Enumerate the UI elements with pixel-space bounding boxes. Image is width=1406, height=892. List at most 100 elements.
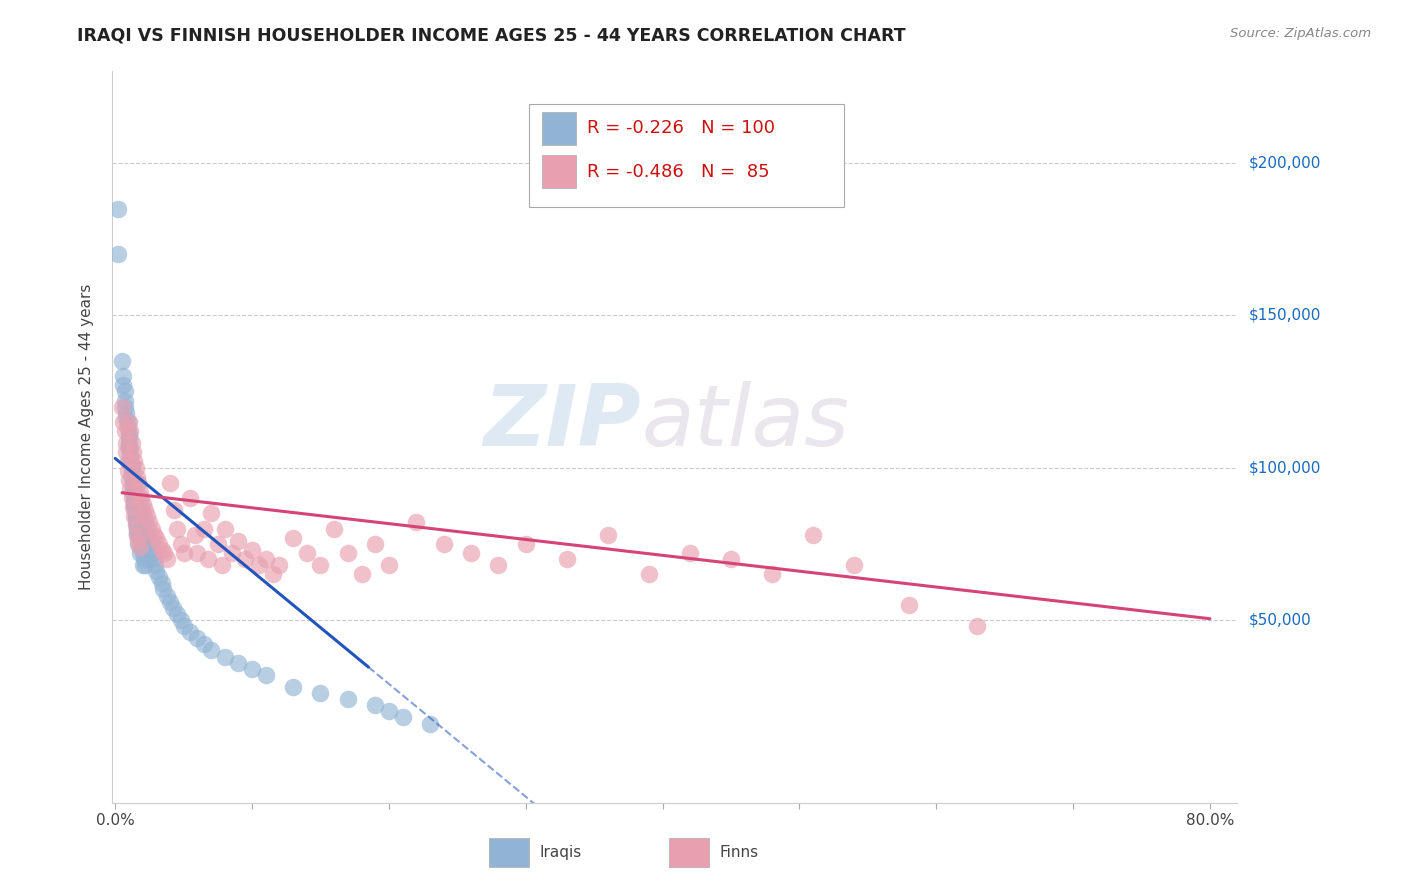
FancyBboxPatch shape [543,112,576,145]
Point [115,412,138,426]
Point [127,527,149,541]
Point [128,491,150,505]
Point [433,537,456,551]
Point [131,506,153,520]
Point [127,497,149,511]
Point [555,552,578,566]
Point [254,552,277,566]
Point [118,473,141,487]
FancyBboxPatch shape [489,838,529,867]
Point [124,497,146,511]
Point [127,475,149,490]
Point [419,716,441,731]
Point [156,589,179,603]
Point [336,546,359,560]
Point [122,473,145,487]
Text: $50,000: $50,000 [1249,613,1312,627]
Point [240,542,263,557]
Point [128,485,150,500]
Point [122,479,145,493]
Point [515,537,537,551]
Point [262,567,284,582]
Text: Source: ZipAtlas.com: Source: ZipAtlas.com [1230,27,1371,40]
Point [214,521,236,535]
Point [295,546,318,560]
Point [309,558,332,573]
Point [148,570,170,584]
Point [117,415,139,429]
Point [121,464,143,478]
Point [761,567,783,582]
Point [170,537,193,551]
Point [127,521,149,535]
Point [120,482,142,496]
Point [138,516,160,530]
Point [173,619,195,633]
Point [122,475,145,490]
Point [153,546,176,560]
Point [122,485,145,500]
Point [122,482,145,496]
Point [142,552,165,566]
Text: Iraqis: Iraqis [540,845,582,860]
Point [173,546,195,560]
Point [128,540,150,554]
Point [125,503,148,517]
Point [336,692,359,706]
Point [114,400,136,414]
Point [141,546,163,560]
Point [134,503,156,517]
Point [120,454,142,468]
Point [118,436,141,450]
Point [141,521,163,535]
Point [145,564,167,578]
Point [145,531,167,545]
FancyBboxPatch shape [529,104,844,207]
Point [122,445,145,459]
Point [121,458,143,472]
Point [121,436,143,450]
Point [159,475,181,490]
Point [240,662,263,676]
Point [179,625,201,640]
Point [124,488,146,502]
Point [118,442,141,457]
Point [162,600,184,615]
Point [124,491,146,505]
Point [127,533,149,548]
Point [118,430,141,444]
Point [132,552,155,566]
Point [211,558,233,573]
Point [129,500,152,515]
Point [132,533,155,548]
Point [247,558,270,573]
Point [118,427,141,442]
Point [127,537,149,551]
Point [134,516,156,530]
Point [115,445,138,459]
Point [125,506,148,520]
Point [228,533,250,548]
Point [124,494,146,508]
Point [115,406,138,420]
Point [127,518,149,533]
Point [128,506,150,520]
Point [131,527,153,541]
Point [200,506,222,520]
Point [136,546,159,560]
Point [121,467,143,481]
Point [131,546,153,560]
Point [233,552,256,566]
Y-axis label: Householder Income Ages 25 - 44 years: Householder Income Ages 25 - 44 years [79,284,94,591]
Point [114,424,136,438]
Point [159,594,181,608]
Point [897,598,920,612]
Point [163,503,186,517]
Text: $100,000: $100,000 [1249,460,1320,475]
Point [193,637,215,651]
Point [114,384,136,399]
Point [143,558,166,573]
Point [121,460,143,475]
Point [364,698,387,713]
Point [127,469,149,483]
